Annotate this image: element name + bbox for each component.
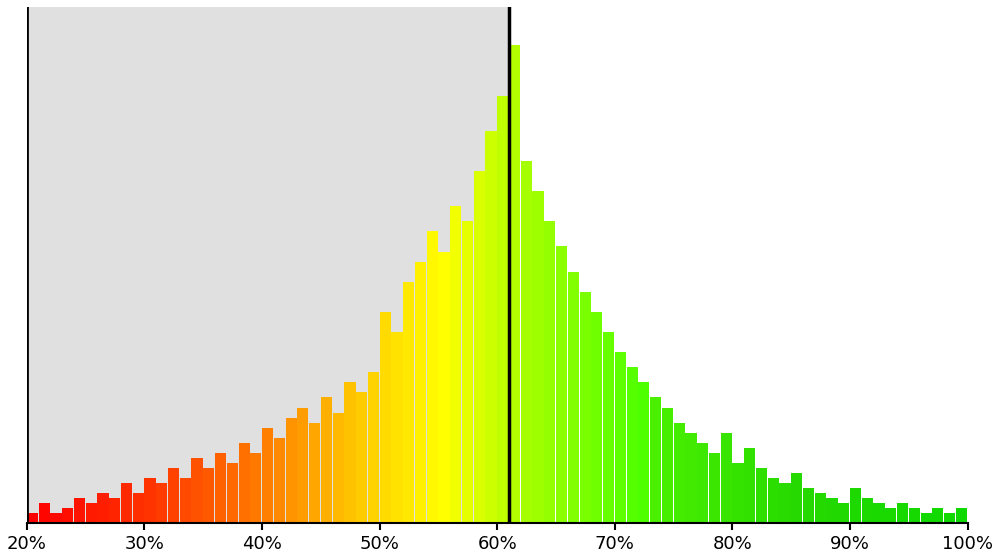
- Bar: [321, 398, 332, 523]
- Bar: [309, 423, 320, 523]
- Bar: [768, 478, 779, 523]
- Bar: [885, 508, 896, 523]
- Bar: [274, 438, 285, 523]
- Bar: [438, 251, 450, 523]
- Bar: [638, 382, 649, 523]
- Bar: [615, 352, 626, 523]
- Bar: [932, 508, 943, 523]
- Bar: [544, 221, 555, 523]
- Bar: [897, 503, 908, 523]
- Bar: [50, 513, 62, 523]
- Bar: [39, 503, 50, 523]
- Bar: [356, 393, 367, 523]
- Bar: [403, 282, 414, 523]
- Bar: [344, 382, 356, 523]
- Bar: [591, 312, 602, 523]
- Bar: [109, 498, 120, 523]
- Bar: [532, 191, 544, 523]
- Bar: [27, 7, 509, 523]
- Bar: [791, 473, 802, 523]
- Bar: [262, 428, 273, 523]
- Bar: [685, 433, 697, 523]
- Bar: [215, 453, 226, 523]
- Bar: [556, 246, 567, 523]
- Bar: [462, 221, 473, 523]
- Bar: [803, 488, 814, 523]
- Bar: [474, 171, 485, 523]
- Bar: [368, 372, 379, 523]
- Bar: [603, 332, 614, 523]
- Bar: [873, 503, 885, 523]
- Bar: [674, 423, 685, 523]
- Bar: [921, 513, 932, 523]
- Bar: [62, 508, 73, 523]
- Bar: [203, 468, 214, 523]
- Bar: [450, 206, 461, 523]
- Bar: [509, 45, 520, 523]
- Bar: [427, 231, 438, 523]
- Bar: [744, 448, 755, 523]
- Bar: [850, 488, 861, 523]
- Bar: [909, 508, 920, 523]
- Bar: [521, 161, 532, 523]
- Bar: [826, 498, 838, 523]
- Bar: [838, 503, 849, 523]
- Bar: [380, 312, 391, 523]
- Bar: [97, 493, 109, 523]
- Bar: [144, 478, 156, 523]
- Bar: [133, 493, 144, 523]
- Bar: [756, 468, 767, 523]
- Bar: [180, 478, 191, 523]
- Bar: [74, 498, 85, 523]
- Bar: [779, 483, 791, 523]
- Bar: [156, 483, 167, 523]
- Bar: [568, 272, 579, 523]
- Bar: [297, 408, 308, 523]
- Bar: [27, 513, 38, 523]
- Bar: [862, 498, 873, 523]
- Bar: [121, 483, 132, 523]
- Bar: [944, 513, 955, 523]
- Bar: [732, 463, 744, 523]
- Bar: [250, 453, 261, 523]
- Bar: [86, 503, 97, 523]
- Bar: [227, 463, 238, 523]
- Bar: [580, 292, 591, 523]
- Bar: [697, 443, 708, 523]
- Bar: [662, 408, 673, 523]
- Bar: [815, 493, 826, 523]
- Bar: [497, 96, 508, 523]
- Bar: [333, 413, 344, 523]
- Bar: [650, 398, 661, 523]
- Bar: [485, 130, 497, 523]
- Bar: [391, 332, 403, 523]
- Bar: [709, 453, 720, 523]
- Bar: [721, 433, 732, 523]
- Bar: [191, 458, 203, 523]
- Bar: [627, 367, 638, 523]
- Bar: [239, 443, 250, 523]
- Bar: [286, 418, 297, 523]
- Bar: [168, 468, 179, 523]
- Bar: [415, 262, 426, 523]
- Bar: [956, 508, 967, 523]
